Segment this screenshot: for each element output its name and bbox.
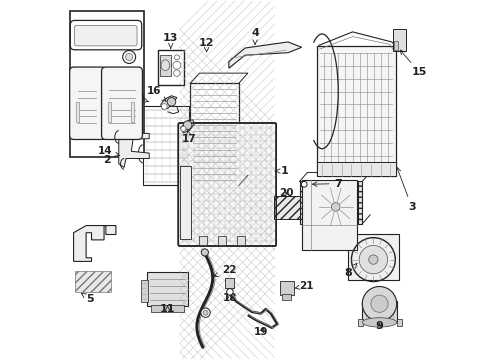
Text: 21: 21 xyxy=(295,281,313,291)
Text: 16: 16 xyxy=(147,86,166,101)
Bar xyxy=(397,319,402,326)
Text: 1: 1 xyxy=(275,166,289,176)
Polygon shape xyxy=(74,226,116,261)
Bar xyxy=(317,162,395,176)
Polygon shape xyxy=(229,42,302,68)
Ellipse shape xyxy=(173,61,181,69)
Bar xyxy=(280,281,294,295)
Bar xyxy=(274,197,300,219)
Ellipse shape xyxy=(201,308,210,318)
Text: 15: 15 xyxy=(400,50,427,77)
Bar xyxy=(237,235,245,244)
Ellipse shape xyxy=(301,181,307,187)
Text: 3: 3 xyxy=(396,167,416,212)
Ellipse shape xyxy=(173,70,180,76)
Bar xyxy=(75,271,111,292)
Text: 9: 9 xyxy=(375,321,383,331)
Text: 10: 10 xyxy=(131,93,148,103)
Bar xyxy=(317,45,395,176)
Bar xyxy=(282,294,291,300)
Bar xyxy=(393,30,406,51)
Text: 12: 12 xyxy=(199,38,215,52)
Bar xyxy=(347,234,399,280)
Ellipse shape xyxy=(181,126,186,131)
Text: 18: 18 xyxy=(222,293,237,303)
Text: 2: 2 xyxy=(103,155,111,165)
Bar xyxy=(225,278,234,288)
Text: 22: 22 xyxy=(214,265,236,276)
Ellipse shape xyxy=(161,60,170,71)
Ellipse shape xyxy=(371,295,388,312)
Ellipse shape xyxy=(201,249,208,256)
Bar xyxy=(299,181,362,224)
FancyBboxPatch shape xyxy=(71,21,142,50)
Text: 19: 19 xyxy=(254,327,269,337)
Text: 5: 5 xyxy=(81,293,94,304)
Polygon shape xyxy=(180,120,194,133)
Text: 20: 20 xyxy=(279,188,294,198)
Polygon shape xyxy=(161,96,177,109)
Bar xyxy=(180,166,191,239)
Ellipse shape xyxy=(203,310,208,315)
Circle shape xyxy=(362,287,397,321)
Circle shape xyxy=(369,255,378,264)
Text: 8: 8 xyxy=(345,263,357,278)
Bar xyxy=(218,235,225,244)
Ellipse shape xyxy=(161,104,167,109)
Ellipse shape xyxy=(174,55,179,60)
Text: 13: 13 xyxy=(163,33,178,49)
Polygon shape xyxy=(119,134,149,167)
Circle shape xyxy=(359,246,388,274)
Bar xyxy=(158,50,184,85)
Text: 17: 17 xyxy=(182,131,196,144)
Bar xyxy=(160,55,171,76)
Ellipse shape xyxy=(183,121,192,130)
FancyBboxPatch shape xyxy=(101,67,143,139)
Ellipse shape xyxy=(122,50,136,63)
Bar xyxy=(108,102,111,122)
Bar xyxy=(141,280,148,302)
Text: 11: 11 xyxy=(160,304,175,314)
Ellipse shape xyxy=(227,289,233,295)
Text: 14: 14 xyxy=(98,146,119,156)
Text: 6: 6 xyxy=(289,198,301,208)
Bar xyxy=(191,83,239,185)
Bar xyxy=(76,102,79,122)
Text: 4: 4 xyxy=(251,28,259,44)
Ellipse shape xyxy=(125,53,133,60)
Bar xyxy=(199,235,207,244)
Bar xyxy=(302,180,357,250)
Bar xyxy=(70,12,144,157)
Bar xyxy=(131,102,134,122)
Bar xyxy=(147,272,188,306)
Bar xyxy=(362,301,397,322)
FancyBboxPatch shape xyxy=(70,67,106,139)
Ellipse shape xyxy=(362,318,397,327)
FancyBboxPatch shape xyxy=(74,26,137,46)
Ellipse shape xyxy=(167,98,176,106)
Text: 7: 7 xyxy=(313,179,343,189)
Ellipse shape xyxy=(331,203,340,211)
Bar xyxy=(358,319,363,326)
Bar xyxy=(151,305,184,312)
Bar xyxy=(394,41,398,50)
FancyBboxPatch shape xyxy=(178,123,276,246)
Bar xyxy=(143,107,190,185)
